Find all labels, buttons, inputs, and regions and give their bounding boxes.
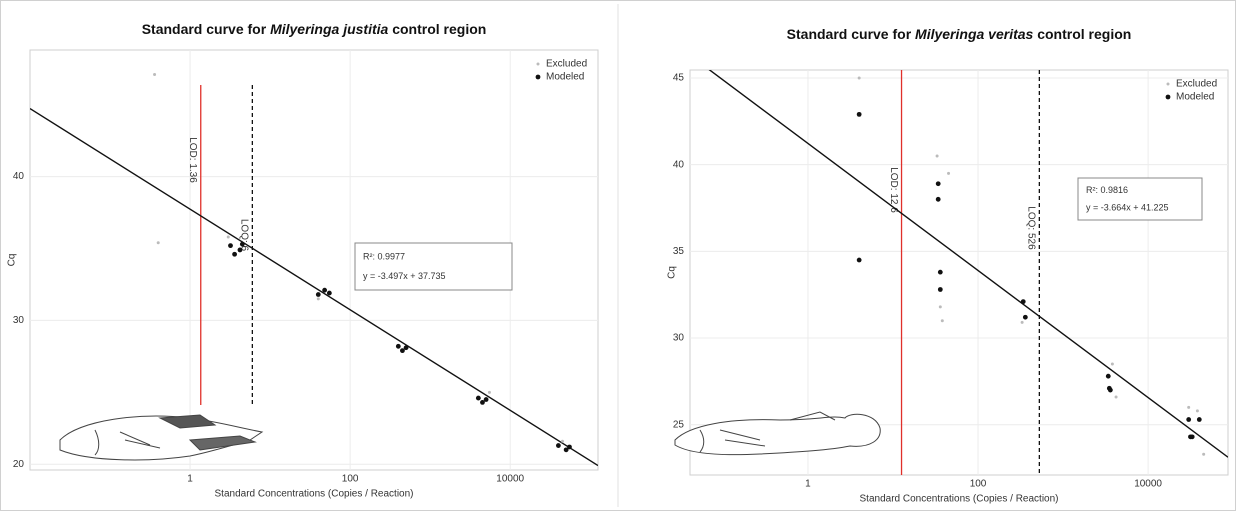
- y-axis-label: Cq: [7, 254, 18, 267]
- loq-line-label: LOQ: 526: [1026, 206, 1037, 250]
- data-point: [1111, 363, 1114, 366]
- data-point: [404, 345, 409, 350]
- data-point: [1197, 417, 1202, 422]
- data-point: [1115, 395, 1118, 398]
- title-part: Standard curve for: [787, 26, 915, 42]
- data-point: [947, 172, 950, 175]
- plot-area: [690, 70, 1228, 475]
- data-point: [396, 344, 401, 349]
- y-tick-label: 30: [673, 333, 685, 344]
- data-point: [484, 397, 489, 402]
- y-tick-label: 40: [13, 171, 25, 182]
- data-point: [316, 292, 321, 297]
- fit-label: y = -3.497x + 37.735: [363, 271, 446, 281]
- y-tick-label: 30: [13, 315, 25, 326]
- title-part: Milyeringa veritas: [915, 26, 1033, 42]
- annotation-box: [355, 243, 512, 290]
- legend-label: Modeled: [546, 72, 584, 83]
- x-tick-label: 1: [187, 474, 193, 485]
- data-point: [1021, 321, 1024, 324]
- lod-line-label: LOD: 12.6: [888, 167, 899, 213]
- x-tick-label: 10000: [1134, 479, 1162, 490]
- data-point: [232, 252, 237, 257]
- data-point: [1187, 406, 1190, 409]
- data-point: [939, 305, 942, 308]
- legend-label: Excluded: [1176, 79, 1217, 90]
- title-part: control region: [388, 21, 486, 37]
- data-point: [556, 443, 561, 448]
- data-point: [857, 112, 862, 117]
- data-point: [858, 76, 861, 79]
- data-point: [936, 181, 941, 186]
- data-point: [228, 243, 233, 248]
- r2-label: R²: 0.9977: [363, 251, 405, 261]
- data-point: [317, 297, 320, 300]
- data-point: [936, 197, 941, 202]
- y-axis-label: Cq: [667, 266, 678, 279]
- data-point: [938, 287, 943, 292]
- x-tick-label: 10000: [496, 474, 524, 485]
- y-tick-label: 20: [13, 459, 25, 470]
- data-point: [227, 235, 230, 238]
- chart-title: Standard curve for Milyeringa veritas co…: [787, 26, 1132, 42]
- data-point: [1186, 417, 1191, 422]
- lod-line-label: LOD: 1.36: [187, 137, 198, 183]
- chart: Standard curve for Milyeringa justitia c…: [0, 0, 1236, 511]
- data-point: [322, 288, 327, 293]
- y-tick-label: 35: [673, 246, 685, 257]
- x-tick-label: 100: [342, 474, 359, 485]
- data-point: [488, 391, 491, 394]
- data-point: [327, 291, 332, 296]
- data-point: [1023, 315, 1028, 320]
- data-point: [238, 248, 243, 253]
- r2-label: R²: 0.9816: [1086, 185, 1128, 195]
- data-point: [240, 242, 245, 247]
- data-point: [857, 258, 862, 263]
- y-tick-label: 45: [673, 73, 685, 84]
- chart-title: Standard curve for Milyeringa justitia c…: [142, 21, 487, 37]
- title-part: control region: [1033, 26, 1131, 42]
- title-part: Milyeringa justitia: [270, 21, 388, 37]
- title-part: Standard curve for: [142, 21, 270, 37]
- legend-label: Excluded: [546, 59, 587, 70]
- data-point: [1190, 434, 1195, 439]
- x-tick-label: 1: [805, 479, 811, 490]
- data-point: [561, 440, 564, 443]
- fit-label: y = -3.664x + 41.225: [1086, 203, 1169, 213]
- legend-marker: [1166, 95, 1171, 100]
- data-point: [153, 73, 156, 76]
- x-axis-label: Standard Concentrations (Copies / Reacti…: [860, 494, 1059, 505]
- data-point: [476, 396, 481, 401]
- data-point: [567, 445, 572, 450]
- data-point: [1106, 374, 1111, 379]
- legend-marker: [1167, 83, 1170, 86]
- data-point: [1108, 388, 1113, 393]
- x-axis-label: Standard Concentrations (Copies / Reacti…: [215, 489, 414, 500]
- data-point: [941, 319, 944, 322]
- y-tick-label: 25: [673, 419, 685, 430]
- data-point: [157, 241, 160, 244]
- data-point: [936, 154, 939, 157]
- data-point: [938, 270, 943, 275]
- data-point: [1202, 453, 1205, 456]
- legend-label: Modeled: [1176, 92, 1214, 103]
- plot-area: [30, 50, 598, 470]
- y-tick-label: 40: [673, 159, 685, 170]
- data-point: [1021, 299, 1026, 304]
- x-tick-label: 100: [970, 479, 987, 490]
- legend-marker: [536, 75, 541, 80]
- loq-line-label: LOQ: 6: [239, 219, 250, 252]
- data-point: [1196, 409, 1199, 412]
- legend-marker: [537, 63, 540, 66]
